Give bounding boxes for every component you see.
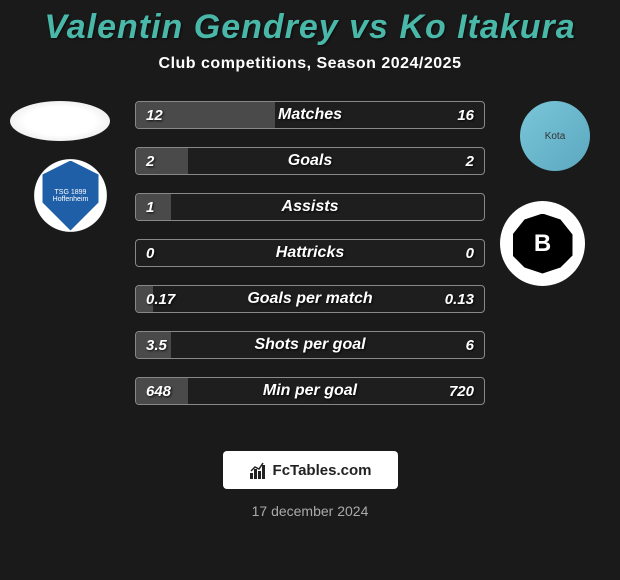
stat-row: 1 Assists xyxy=(135,193,485,221)
comparison-card: Valentin Gendrey vs Ko Itakura Club comp… xyxy=(0,0,620,580)
hoffenheim-shield-icon: TSG 1899 Hoffenheim xyxy=(36,161,106,231)
stat-row: 2 Goals 2 xyxy=(135,147,485,175)
stat-row: 0 Hattricks 0 xyxy=(135,239,485,267)
player1-avatar xyxy=(10,101,110,141)
club-text-top: TSG 1899 xyxy=(55,189,87,196)
stat-value-left: 0.17 xyxy=(146,291,175,308)
club-letter: B xyxy=(534,230,551,258)
stat-fill-left xyxy=(136,148,188,174)
gladbach-diamond-icon: B xyxy=(513,214,573,274)
brand-text: FcTables.com xyxy=(273,462,372,479)
stat-row: 12 Matches 16 xyxy=(135,101,485,129)
stat-value-left: 0 xyxy=(146,245,154,262)
stat-value-right: 16 xyxy=(457,107,474,124)
stat-label: Assists xyxy=(282,198,339,216)
stat-value-left: 648 xyxy=(146,383,171,400)
stat-row: 3.5 Shots per goal 6 xyxy=(135,331,485,359)
stat-value-right: 2 xyxy=(466,153,474,170)
stat-value-right: 0.13 xyxy=(445,291,474,308)
footer-date: 17 december 2024 xyxy=(0,503,620,519)
brand-badge: FcTables.com xyxy=(223,451,398,489)
stat-value-left: 3.5 xyxy=(146,337,167,354)
stat-label: Goals per match xyxy=(247,290,372,308)
page-title: Valentin Gendrey vs Ko Itakura xyxy=(0,8,620,47)
stat-value-left: 12 xyxy=(146,107,163,124)
chart-bars-icon xyxy=(249,461,269,479)
avatar-hint-text: Kota xyxy=(545,131,566,142)
club-text-bottom: Hoffenheim xyxy=(53,196,89,203)
stat-row: 648 Min per goal 720 xyxy=(135,377,485,405)
stat-value-right: 720 xyxy=(449,383,474,400)
content-area: TSG 1899 Hoffenheim Kota B 12Matches162G… xyxy=(0,101,620,441)
stat-value-right: 6 xyxy=(466,337,474,354)
stat-label: Goals xyxy=(288,152,332,170)
stat-row: 0.17 Goals per match 0.13 xyxy=(135,285,485,313)
stat-value-right: 0 xyxy=(466,245,474,262)
stat-label: Hattricks xyxy=(276,244,344,262)
stat-value-left: 1 xyxy=(146,199,154,216)
subtitle: Club competitions, Season 2024/2025 xyxy=(0,55,620,73)
stat-label: Shots per goal xyxy=(254,336,365,354)
stat-value-left: 2 xyxy=(146,153,154,170)
stat-label: Matches xyxy=(278,106,342,124)
player2-avatar: Kota xyxy=(520,101,590,171)
player2-club-badge: B xyxy=(500,201,585,286)
stat-label: Min per goal xyxy=(263,382,357,400)
stats-list: 12 Matches 16 2 Goals 2 1 Assists 0 Hattricks 0 0.1… xyxy=(135,101,485,423)
player1-club-badge: TSG 1899 Hoffenheim xyxy=(28,153,113,238)
